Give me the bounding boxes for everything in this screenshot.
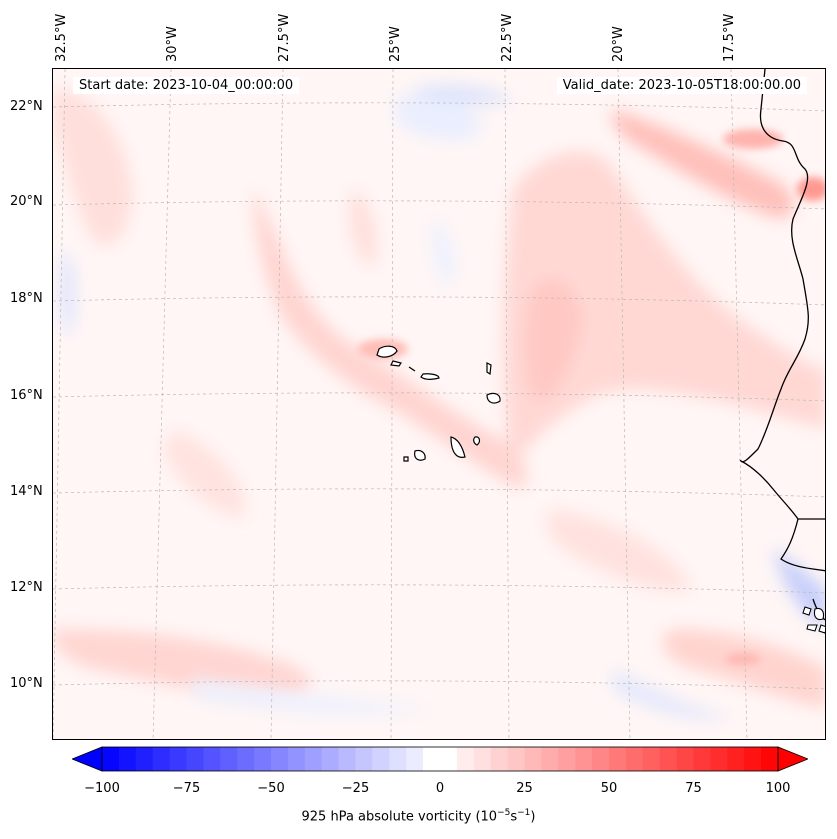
colorbar-segment [659,747,678,771]
colorbar-segment [169,747,187,771]
positive-vorticity-field [53,89,825,709]
island-sao-nicolau [420,373,440,380]
colorbar-tick-label: 100 [765,781,791,796]
colorbar-segment [118,747,137,771]
colorbar-tick-label: −75 [172,781,201,796]
colorbar-border [101,746,779,772]
colorbar-segment [524,747,542,771]
graticule [53,69,825,739]
colorbar-segment [304,747,323,771]
colorbar-segment [693,747,711,771]
island-boa-vista [486,392,501,404]
colorbar-segment [338,747,356,771]
island-santo-antao [376,345,398,358]
negative-vorticity-field [59,84,825,720]
colorbar-segment [642,747,661,771]
colorbar-title-mid: s [510,809,518,825]
colorbar-min-extend [72,746,103,772]
colorbar-title-suffix: ) [530,809,536,825]
colorbar-max-extend [777,746,808,772]
colorbar-title-exp1: −5 [497,808,511,818]
island-maio [473,436,481,446]
colorbar-segment [220,747,238,771]
latitude-label: 16°N [10,388,43,403]
colorbar [72,746,808,772]
colorbar-tick-label: −100 [84,781,120,796]
colorbar-segment [389,747,407,771]
colorbar-segment [507,747,525,771]
colorbar-segment [609,747,627,771]
colorbar-segment [287,747,306,771]
island-fogo [414,449,426,461]
latitude-label: 14°N [10,484,43,499]
colorbar-segment [575,747,593,771]
island-sao-vicente [390,360,402,367]
colorbar-segment [355,747,373,771]
bijagos-islands [802,606,825,634]
colorbar-segment [102,747,120,771]
latitude-label: 10°N [10,676,43,691]
colorbar-segment [727,747,745,771]
colorbar-tick-label: −25 [341,781,370,796]
colorbar-segment [558,747,576,771]
cape-verde-islands [376,345,501,462]
colorbar-segment [372,747,390,771]
colorbar-tick-label: 25 [516,781,533,796]
colorbar-tick-label: −50 [257,781,285,796]
latitude-label: 18°N [10,291,43,306]
island-santiago [450,436,466,458]
vorticity-map: Start date: 2023-10-04_00:00:00 Valid_da… [52,68,826,740]
colorbar-segment [592,747,610,771]
longitude-label: 30°W [165,26,180,62]
longitude-label: 20°W [611,26,626,62]
colorbar-segment [473,747,492,771]
colorbar-tick-label: 50 [600,781,618,796]
colorbar-segment [710,747,728,771]
latitude-label: 20°N [10,194,43,209]
colorbar-segment [490,747,509,771]
colorbar-segment [625,747,644,771]
colorbar-segment [676,747,694,771]
island-sal [486,362,492,376]
latitude-label: 22°N [10,99,43,114]
island-brava [403,456,409,462]
colorbar-segment [744,747,762,771]
colorbar-segment [135,747,154,771]
colorbar-segment [440,747,458,771]
longitude-label: 17.5°W [722,13,737,62]
longitude-label: 32.5°W [54,13,69,62]
map-canvas [53,69,825,739]
longitude-label: 25°W [388,26,403,62]
colorbar-segment [254,747,272,771]
colorbar-segment [406,747,424,771]
colorbar-title-exp2: −1 [517,808,531,818]
latitude-label: 12°N [10,580,43,595]
colorbar-segment [271,747,289,771]
colorbar-segment [186,747,204,771]
valid-date-label: Valid_date: 2023-10-05T18:00:00.00 [556,77,807,94]
colorbar-segment [321,747,340,771]
colorbar-segment [423,747,441,771]
colorbar-segment [237,747,255,771]
colorbar-title-prefix: 925 hPa absolute vorticity (10 [301,809,498,825]
island-santa-luzia [408,366,416,372]
colorbar-tick-label: 75 [685,781,702,796]
colorbar-tick-label: 0 [435,781,445,796]
colorbar-segment [152,747,171,771]
colorbar-segment [541,747,559,771]
longitude-label: 22.5°W [500,13,515,62]
colorbar-segment [203,747,221,771]
colorbar-segment [456,747,475,771]
colorbar-segment [761,747,779,771]
colorbar-title: 925 hPa absolute vorticity (10−5s−1) [0,808,837,824]
longitude-label: 27.5°W [277,13,292,62]
start-date-label: Start date: 2023-10-04_00:00:00 [73,77,300,94]
